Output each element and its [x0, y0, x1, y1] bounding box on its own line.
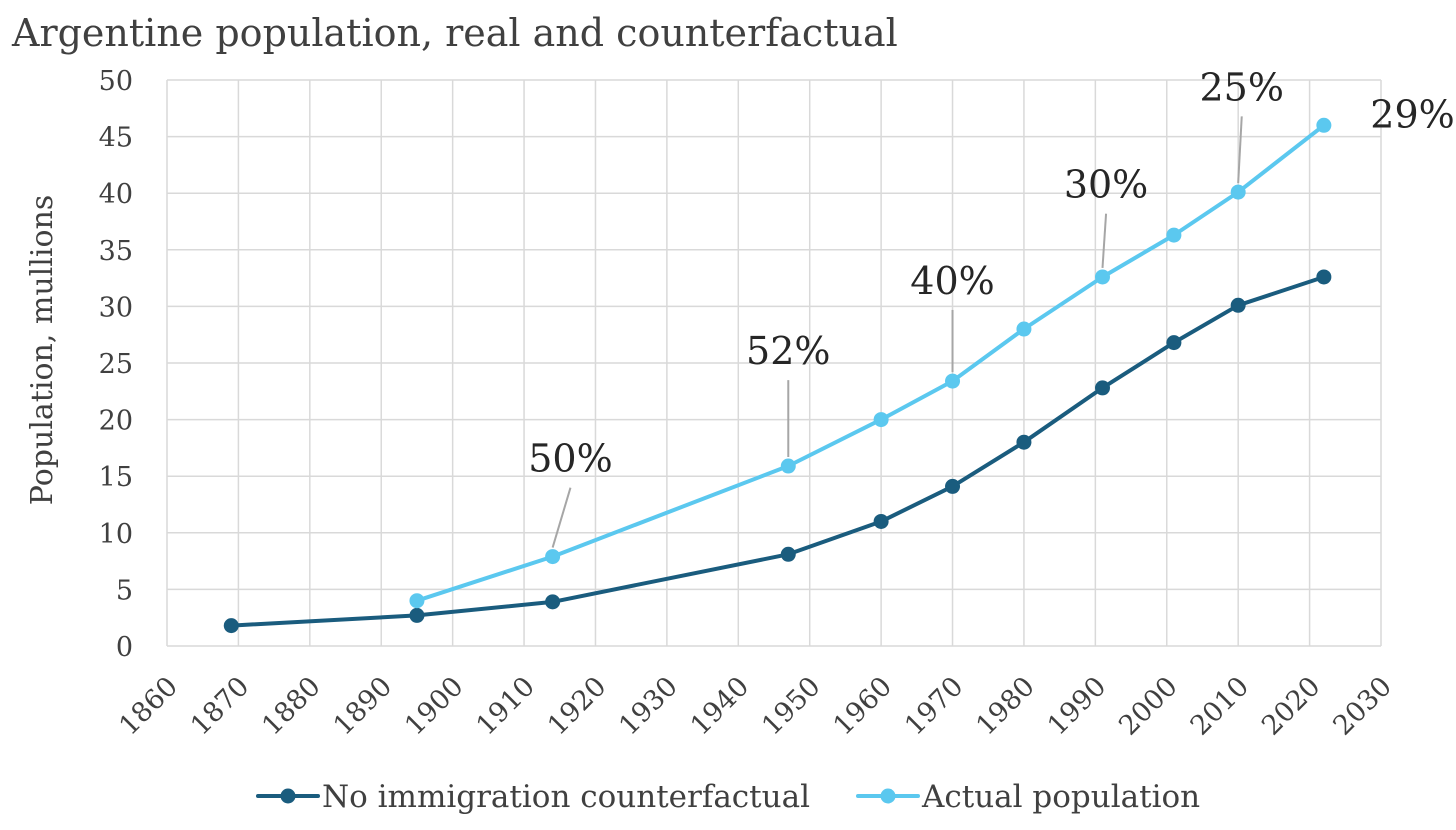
data-point — [1166, 227, 1182, 243]
data-point — [780, 458, 796, 474]
x-tick-label: 1950 — [756, 671, 827, 742]
x-tick-label: 1940 — [685, 671, 756, 742]
x-tick-label: 1930 — [613, 671, 684, 742]
chart-title: Argentine population, real and counterfa… — [11, 11, 898, 55]
annotation-leader — [551, 487, 572, 548]
y-tick-label: 25 — [99, 349, 133, 380]
annotations: 50% 52% 40% 30% 25% 29% — [528, 65, 1455, 548]
x-tick-label: 1880 — [256, 671, 327, 742]
data-point — [1316, 269, 1332, 285]
legend-label: No immigration counterfactual — [322, 779, 810, 815]
x-tick-label: 1870 — [185, 671, 256, 742]
annotation-label: 52% — [746, 329, 830, 373]
legend-item-1: Actual population — [856, 779, 1200, 815]
series-1 — [409, 117, 1332, 609]
x-tick-label: 1970 — [899, 671, 970, 742]
data-point — [1316, 117, 1332, 133]
annotation-label: 40% — [910, 259, 994, 303]
data-point — [223, 618, 239, 634]
annotation-label: 29% — [1370, 93, 1454, 137]
legend-marker — [880, 788, 896, 804]
grid — [166, 79, 1382, 647]
x-tick-label: 2020 — [1256, 671, 1327, 742]
y-tick-label: 15 — [99, 462, 133, 493]
y-tick-label: 20 — [99, 406, 133, 437]
legend-item-0: No immigration counterfactual — [256, 779, 810, 815]
annotation-label: 50% — [528, 437, 612, 481]
data-point — [1016, 434, 1032, 450]
y-axis-label: Population, mullions — [25, 195, 60, 505]
x-tick-label: 2000 — [1113, 671, 1184, 742]
axes: 1860 1870 1880 1890 1900 1910 1920 1930 1940 1950… — [99, 66, 1398, 742]
data-point — [409, 607, 425, 623]
y-tick-label: 5 — [116, 575, 133, 606]
data-point — [1166, 335, 1182, 351]
y-tick-label: 40 — [99, 179, 133, 210]
legend-label: Actual population — [921, 779, 1200, 815]
x-tick-label: 1920 — [542, 671, 613, 742]
data-point — [1230, 297, 1246, 313]
data-point — [1094, 269, 1110, 285]
annotation-label: 25% — [1200, 65, 1284, 109]
series-layer — [223, 117, 1332, 634]
y-tick-label: 30 — [99, 292, 133, 323]
data-point — [1230, 184, 1246, 200]
data-point — [545, 594, 561, 610]
data-point — [1016, 321, 1032, 337]
x-tick-label: 2030 — [1327, 671, 1398, 742]
y-tick-label: 35 — [99, 236, 133, 267]
x-tick-label: 1860 — [113, 671, 184, 742]
x-tick-label: 1890 — [328, 671, 399, 742]
data-point — [873, 513, 889, 529]
data-point — [409, 593, 425, 609]
data-point — [945, 478, 961, 494]
y-tick-label: 45 — [99, 123, 133, 154]
data-point — [780, 546, 796, 562]
x-tick-label: 1960 — [828, 671, 899, 742]
data-point — [873, 412, 889, 428]
data-point — [945, 373, 961, 389]
legend-marker — [280, 788, 296, 804]
x-tick-label: 1980 — [970, 671, 1041, 742]
annotation-leader — [1101, 213, 1108, 269]
x-tick-label: 2010 — [1185, 671, 1256, 742]
x-tick-label: 1990 — [1042, 671, 1113, 742]
legend: No immigration counterfactual Actual popu… — [256, 779, 1200, 815]
series-line — [414, 123, 1326, 603]
annotation-leader — [1237, 116, 1243, 184]
data-point — [1094, 380, 1110, 396]
y-tick-label: 50 — [99, 66, 133, 97]
y-tick-label: 10 — [99, 519, 133, 550]
x-tick-label: 1910 — [470, 671, 541, 742]
series-0 — [223, 269, 1332, 634]
x-tick-label: 1900 — [399, 671, 470, 742]
y-tick-label: 0 — [116, 632, 133, 663]
data-point — [545, 549, 561, 565]
annotation-label: 30% — [1064, 163, 1148, 207]
